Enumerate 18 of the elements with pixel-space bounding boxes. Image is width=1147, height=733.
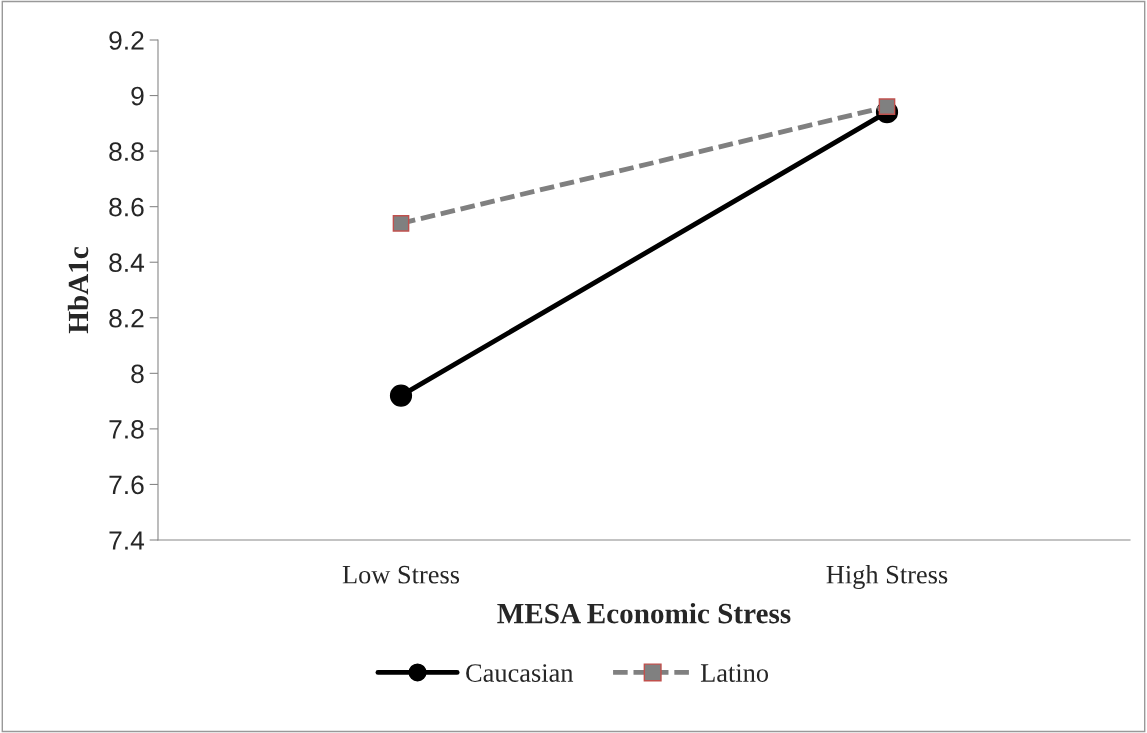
point (389, 384, 413, 407)
x-axis-title: MESA Economic Stress (497, 602, 791, 624)
y-tick-label: 8.2 (109, 308, 144, 328)
y-tick-label: 7.4 (109, 531, 145, 550)
y-tick-label: 8 (131, 364, 144, 384)
y-tick-label: 7.6 (109, 475, 144, 495)
legend-label: Caucasian (466, 664, 574, 682)
x-tick-label: Low Stress (342, 565, 460, 584)
x-tick-label: High Stress (826, 565, 948, 590)
y-tick-label: 8.6 (109, 197, 144, 217)
y-tick-label: 9 (131, 86, 144, 106)
legend-label: Latino (700, 664, 769, 682)
y-tick-label: 9.2 (109, 31, 144, 50)
point (392, 214, 410, 232)
y-axis-title: HbA1c (67, 246, 89, 334)
y-tick-label: 8.4 (109, 253, 145, 273)
y-tick-label: 7.8 (109, 420, 144, 439)
y-tick-label: 8.8 (109, 142, 144, 161)
